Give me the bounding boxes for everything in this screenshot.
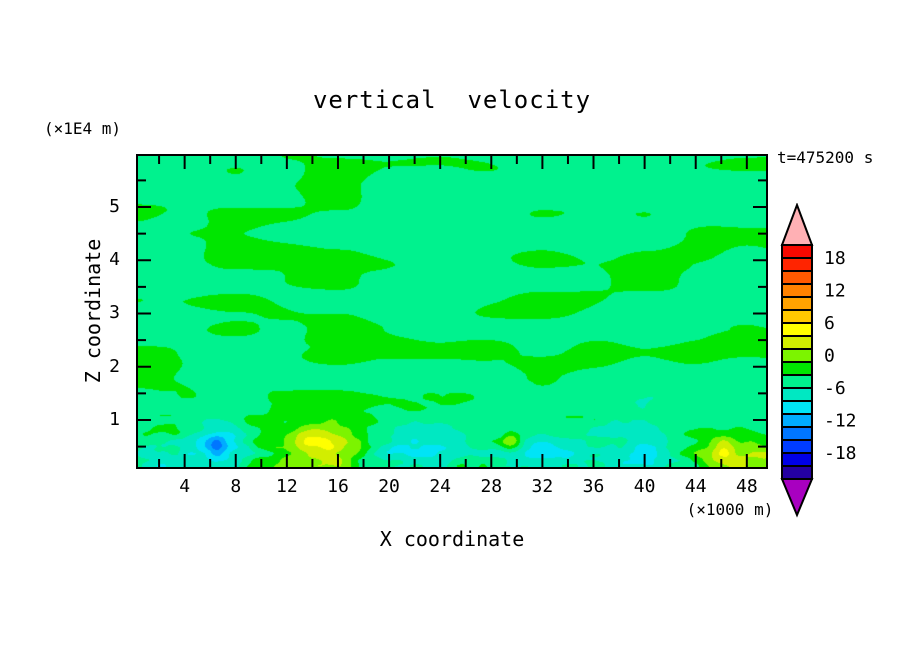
colorbar-tick-label: -12 (824, 411, 857, 432)
colorbar-segment (781, 439, 813, 454)
colorbar-tick-label: 6 (824, 313, 835, 334)
contour-field-canvas (138, 156, 766, 467)
x-tick-label: 24 (429, 476, 452, 497)
colorbar: 18 12 6 0 -6 -12 -18 (780, 203, 857, 518)
colorbar-segment (781, 283, 813, 298)
x-tick-label: 40 (633, 476, 656, 497)
colorbar-tick-label: 18 (824, 248, 846, 269)
colorbar-bottom-arrow (780, 478, 814, 518)
colorbar-segment (781, 335, 813, 350)
x-tick-label: 20 (378, 476, 400, 497)
y-axis-title: Z coordinate (81, 238, 105, 384)
y-tick-label: 4 (109, 249, 120, 271)
colorbar-tick-label: 0 (824, 346, 835, 367)
colorbar-tick-label: -6 (824, 378, 846, 399)
y-axis-unit-label: (×1E4 m) (44, 119, 122, 138)
plot-frame (136, 154, 768, 469)
colorbar-top-arrow (780, 203, 814, 246)
colorbar-segment (781, 387, 813, 402)
colorbar-segment (781, 309, 813, 324)
x-tick-label: 32 (531, 476, 554, 497)
axis-ticks (138, 156, 766, 467)
y-tick-label: 3 (109, 302, 120, 324)
colorbar-tick-label: 12 (824, 281, 846, 302)
x-tick-label: 36 (582, 476, 605, 497)
colorbar-tick-label: -18 (824, 443, 857, 464)
y-tick-label: 2 (109, 355, 120, 377)
colorbar-segment (781, 413, 813, 428)
colorbar-segment (781, 322, 813, 337)
timestamp-label: t=475200 s (777, 148, 874, 167)
y-tick-label: 1 (109, 408, 120, 430)
colorbar-segment (781, 361, 813, 376)
x-tick-label: 48 (735, 476, 758, 497)
y-tick-label: 5 (109, 196, 120, 217)
x-tick-label: 28 (480, 476, 503, 497)
colorbar-segment (781, 348, 813, 363)
colorbar-segment (781, 244, 813, 259)
x-tick-label: 4 (179, 476, 191, 497)
colorbar-segment (781, 257, 813, 272)
colorbar-segment (781, 465, 813, 480)
x-tick-label: 16 (327, 476, 349, 497)
x-axis-title: X coordinate (379, 527, 525, 551)
colorbar-segment (781, 374, 813, 389)
x-tick-label: 8 (230, 476, 242, 497)
colorbar-segment (781, 452, 813, 467)
x-axis-unit-label: (×1000 m) (686, 500, 774, 519)
colorbar-segment (781, 270, 813, 285)
colorbar-segment (781, 426, 813, 441)
colorbar-segment (781, 400, 813, 415)
colorbar-segment (781, 296, 813, 311)
x-tick-label: 44 (684, 476, 707, 497)
x-tick-label: 12 (276, 476, 298, 497)
page-title: vertical velocity (312, 86, 592, 114)
